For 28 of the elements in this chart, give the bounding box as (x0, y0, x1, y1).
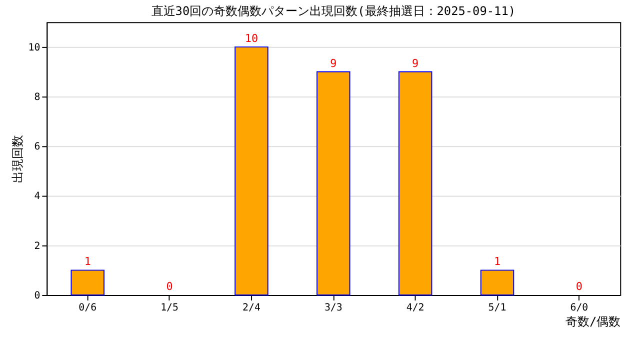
y-tick-label: 10 (28, 42, 40, 54)
x-tick-label: 6/0 (570, 302, 588, 314)
bar (234, 46, 268, 296)
data-label: 0 (166, 280, 173, 294)
bar (70, 270, 104, 296)
bar (316, 71, 350, 296)
x-tick-label: 3/3 (324, 302, 342, 314)
x-tick-label: 1/5 (160, 302, 179, 314)
x-tick-label: 4/2 (406, 302, 424, 314)
data-label: 0 (576, 280, 582, 294)
y-tick-label: 2 (34, 240, 40, 252)
x-tick-label: 5/1 (488, 302, 506, 314)
chart-title: 直近30回の奇数偶数パターン出現回数(最終抽選日：2025-09-11) (151, 4, 516, 18)
data-label: 9 (412, 56, 419, 70)
y-axis-title: 出現回数 (10, 135, 24, 184)
x-tick-label: 2/4 (242, 302, 260, 314)
x-tick-label: 0/6 (78, 302, 97, 314)
bar (398, 71, 432, 296)
data-label: 1 (494, 255, 501, 268)
y-tick-label: 4 (34, 191, 40, 202)
y-tick-label: 0 (34, 290, 40, 302)
x-axis-title: 奇数/偶数 (565, 314, 621, 328)
data-label: 1 (84, 255, 91, 268)
data-label: 9 (330, 56, 337, 70)
y-tick-label: 8 (34, 92, 40, 104)
data-label: 10 (244, 32, 258, 45)
bar (480, 270, 514, 296)
y-tick-label: 6 (34, 142, 40, 153)
